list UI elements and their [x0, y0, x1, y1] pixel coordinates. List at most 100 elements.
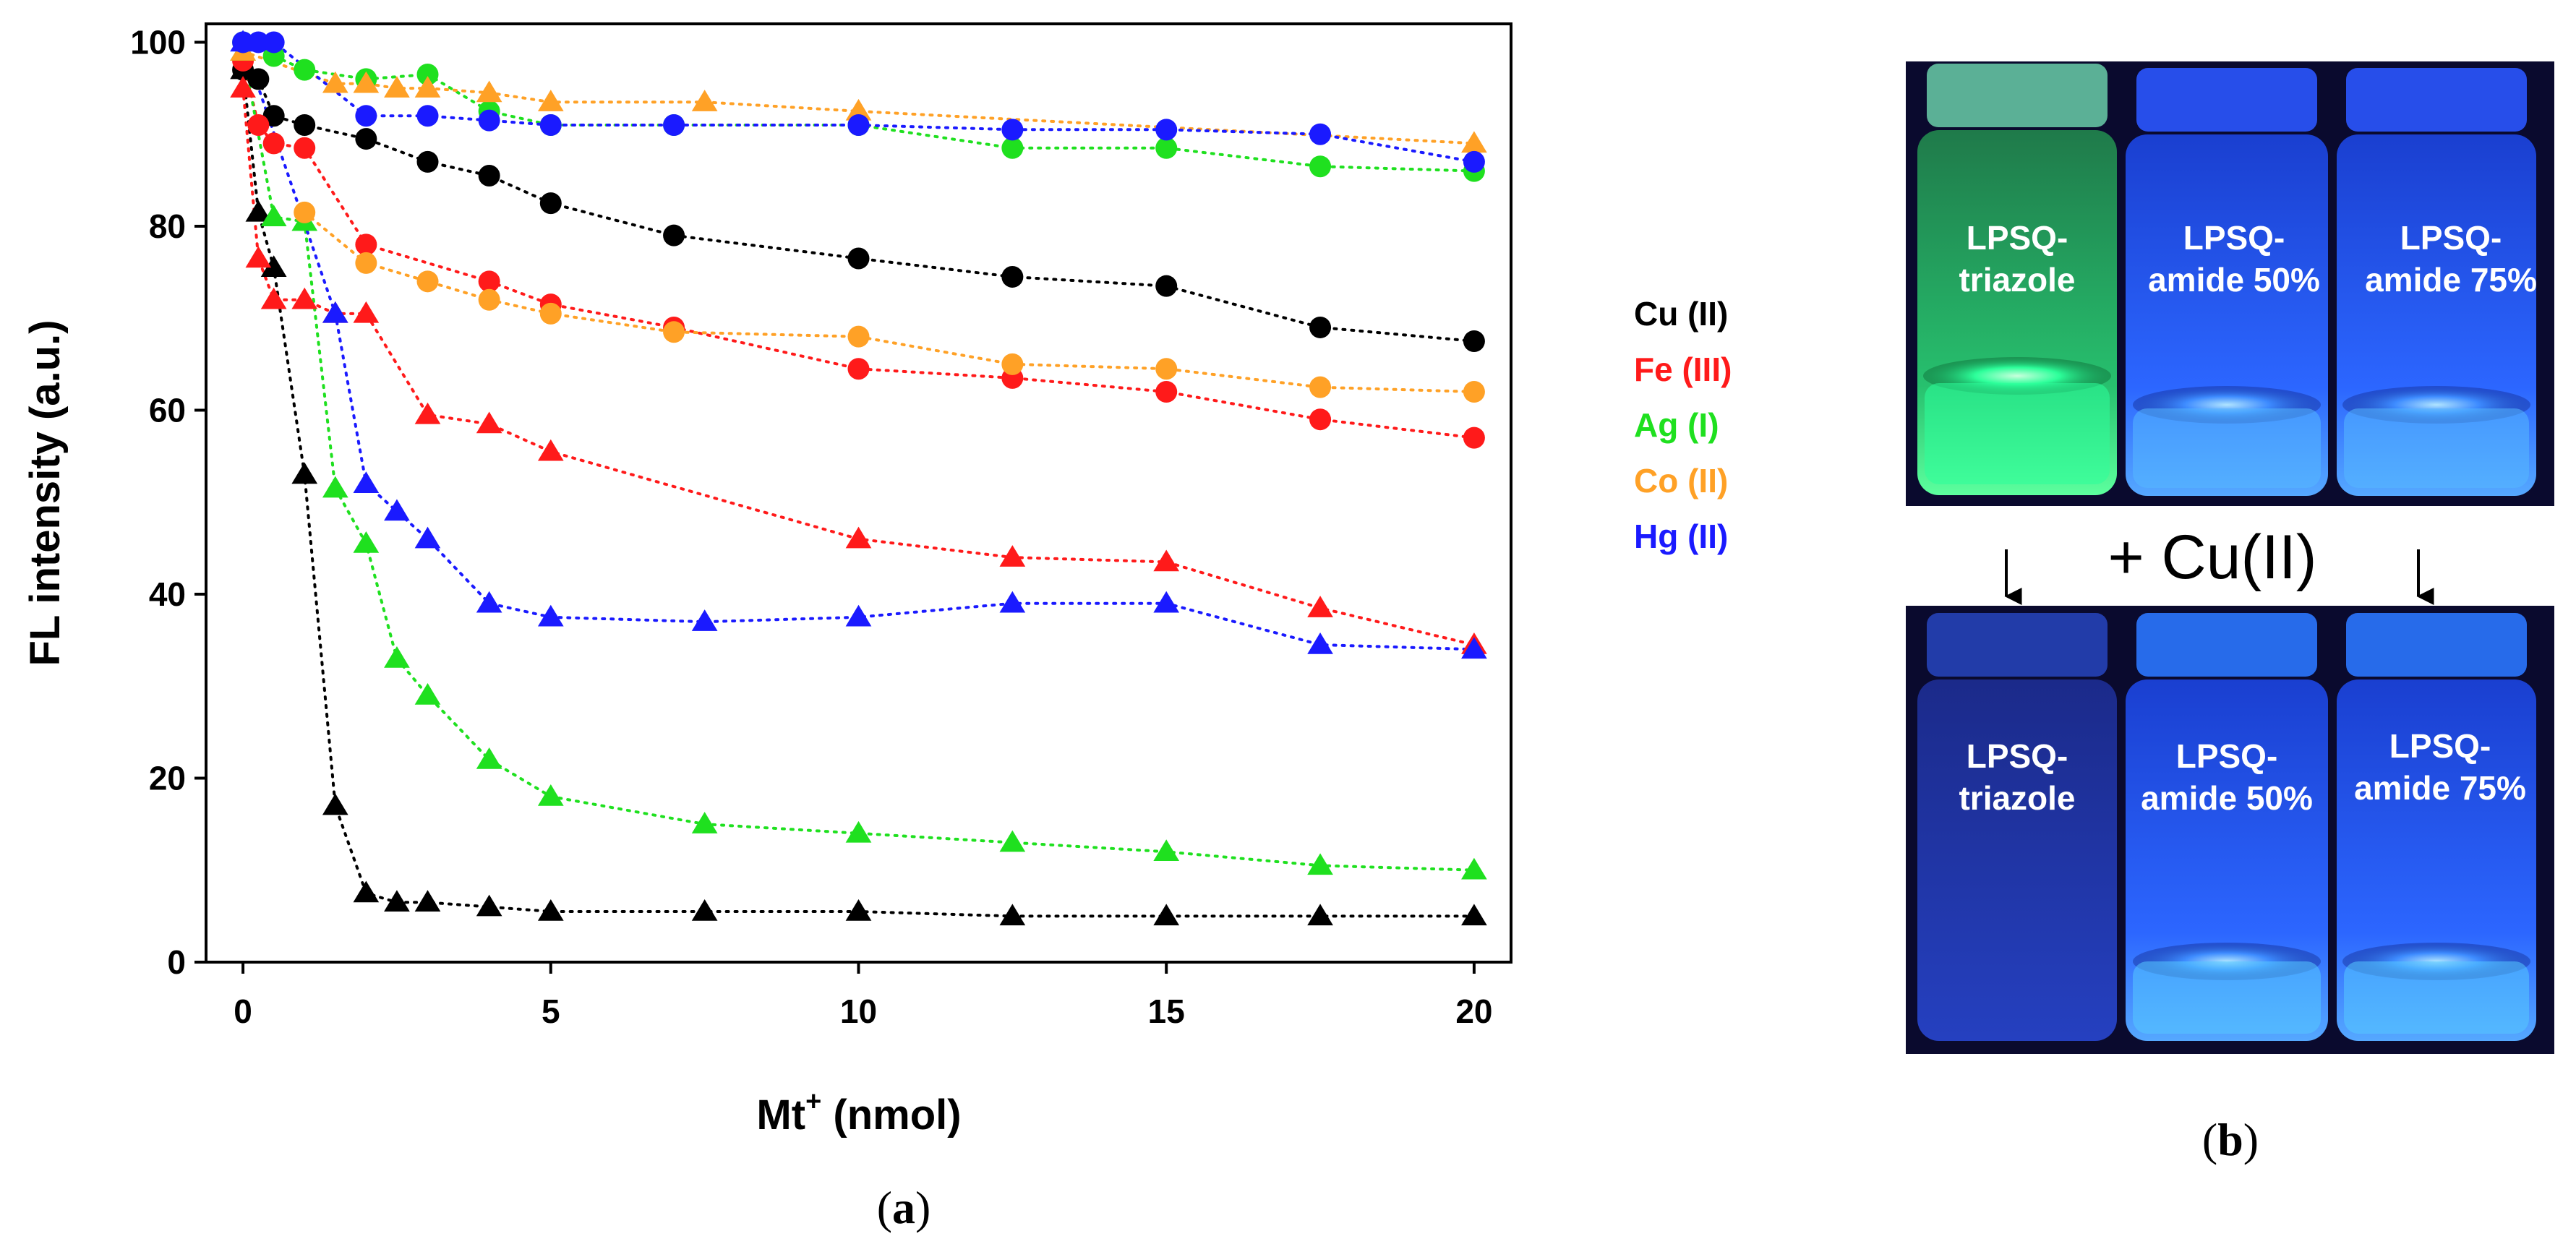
- data-point-triangle: [1153, 904, 1180, 926]
- data-point-circle: [355, 105, 377, 127]
- data-point-circle: [1155, 137, 1178, 159]
- vial-label-line2: triazole: [1959, 261, 2075, 299]
- data-point-circle: [663, 321, 685, 343]
- data-point-triangle: [476, 747, 502, 769]
- data-point-triangle: [691, 899, 718, 921]
- data-point-triangle: [384, 646, 410, 668]
- data-point-circle: [1309, 123, 1332, 145]
- vial-liquid: [2133, 408, 2321, 488]
- data-point-circle: [847, 358, 870, 380]
- vial-label-line1: LPSQ-: [2183, 219, 2285, 257]
- y-tick-label: 20: [149, 759, 186, 797]
- data-point-circle: [1001, 137, 1024, 159]
- x-tick-label: 10: [840, 992, 877, 1030]
- data-point-triangle: [322, 301, 348, 323]
- data-point-triangle: [322, 793, 348, 815]
- data-point-circle: [262, 132, 285, 155]
- data-point-circle: [416, 63, 439, 85]
- vial-top-amide-75: [2337, 68, 2536, 496]
- vial-liquid: [2344, 961, 2529, 1034]
- data-point-triangle: [322, 71, 348, 93]
- caption-a-letter: a: [892, 1182, 915, 1233]
- data-point-triangle: [353, 471, 380, 494]
- data-point-triangle: [999, 545, 1026, 567]
- y-tick-label: 60: [149, 391, 186, 429]
- vial-label-line1: LPSQ-: [2400, 219, 2502, 257]
- data-point-circle: [663, 113, 685, 136]
- data-point-triangle: [414, 76, 441, 98]
- vial-cap: [1927, 613, 2108, 677]
- data-point-triangle: [999, 904, 1026, 926]
- y-tick-label: 100: [130, 23, 186, 61]
- data-point-circle: [1309, 316, 1332, 338]
- vial-cap: [2136, 68, 2317, 132]
- data-point-triangle: [537, 439, 564, 461]
- data-point-triangle: [291, 462, 318, 484]
- data-point-triangle: [476, 80, 502, 103]
- data-point-triangle: [1461, 857, 1487, 880]
- data-point-triangle: [245, 246, 272, 268]
- vial-label-bottom-2: LPSQ-amide 50%: [2141, 737, 2313, 817]
- caption-a-close: ): [915, 1182, 930, 1233]
- vial-cap: [1927, 64, 2108, 127]
- data-point-circle: [1463, 330, 1485, 353]
- data-point-triangle: [353, 71, 380, 93]
- y-tick-label: 80: [149, 207, 186, 245]
- data-point-circle: [294, 137, 316, 159]
- data-point-circle: [416, 150, 439, 173]
- data-point-circle: [847, 247, 870, 270]
- legend-entry: Co (II): [1634, 462, 1728, 499]
- data-point-circle: [416, 105, 439, 127]
- data-point-triangle: [1153, 549, 1180, 572]
- data-point-circle: [539, 302, 562, 325]
- data-point-triangle: [845, 526, 872, 549]
- vial-photographs: LPSQ-triazole LPSQ-amide 50% LPSQ-amide …: [1906, 61, 2554, 1054]
- series-line-7: [241, 50, 1476, 145]
- y-axis-title: FL intensity (a.u.): [22, 320, 69, 666]
- data-point-triangle: [537, 784, 564, 806]
- data-point-triangle: [414, 682, 441, 705]
- data-point-circle: [294, 201, 316, 223]
- legend-entry: Fe (III): [1634, 351, 1732, 388]
- series-line-6: [303, 210, 1476, 393]
- data-point-triangle: [245, 200, 272, 222]
- caption-b-close: ): [2243, 1114, 2259, 1165]
- data-point-triangle: [353, 531, 380, 553]
- data-point-circle: [1001, 353, 1024, 375]
- data-point-triangle: [845, 899, 872, 921]
- data-point-triangle: [291, 287, 318, 309]
- data-point-circle: [847, 325, 870, 348]
- data-point-circle: [478, 288, 500, 311]
- vial-label-line2: amide 75%: [2365, 261, 2537, 299]
- data-point-triangle: [322, 476, 348, 498]
- vial-label-line1: LPSQ-: [1967, 219, 2068, 257]
- vial-liquid: [1925, 383, 2110, 484]
- legend-entry: Hg (II): [1634, 518, 1728, 555]
- x-axis-title-superscript: +: [805, 1086, 821, 1117]
- x-tick-label: 20: [1455, 992, 1492, 1030]
- data-point-circle: [1155, 119, 1178, 141]
- data-point-circle: [262, 31, 285, 53]
- vial-bottom-amide-75: [2337, 613, 2536, 1041]
- data-point-triangle: [384, 76, 410, 98]
- data-point-triangle: [691, 812, 718, 833]
- data-point-triangle: [230, 76, 256, 98]
- data-point-circle: [247, 113, 270, 136]
- caption-b-letter: b: [2217, 1114, 2243, 1165]
- data-point-triangle: [384, 499, 410, 521]
- data-point-triangle: [537, 604, 564, 627]
- vial-label-top-3: LPSQ-amide 75%: [2365, 219, 2537, 299]
- vial-label-line1: LPSQ-: [1967, 737, 2068, 775]
- y-tick-label: 40: [149, 575, 186, 613]
- vial-cap: [2346, 613, 2527, 677]
- series-lines: [241, 40, 1476, 918]
- legend-entry: Ag (I): [1634, 406, 1719, 444]
- vial-top-triazole: [1917, 64, 2117, 495]
- data-point-circle: [539, 113, 562, 136]
- vial-label-line2: amide 50%: [2141, 779, 2313, 817]
- data-point-triangle: [353, 301, 380, 323]
- vial-liquid: [2133, 961, 2321, 1034]
- vial-label-line1: LPSQ-: [2389, 727, 2491, 765]
- data-point-circle: [1309, 408, 1332, 431]
